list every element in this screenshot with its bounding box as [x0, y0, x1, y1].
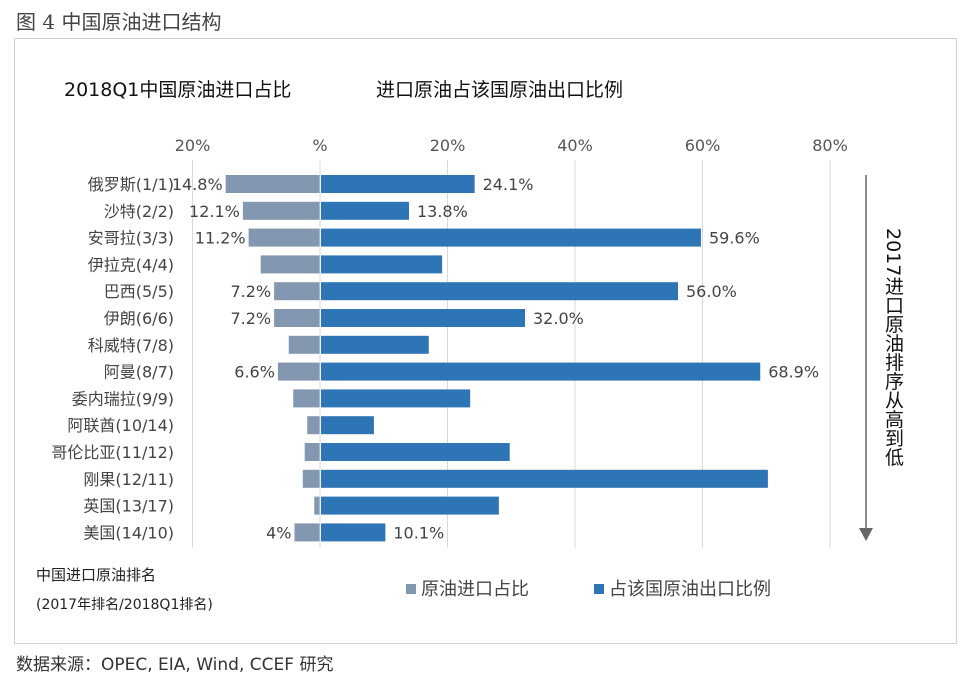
export-share-bar [321, 416, 374, 435]
import-share-label: 7.2% [230, 309, 271, 328]
export-share-bar [321, 201, 409, 220]
category-note: 中国进口原油排名 [36, 566, 156, 584]
category-label: 伊朗(6/6) [104, 309, 174, 328]
import-share-bar [288, 335, 320, 354]
import-share-bar [260, 255, 320, 274]
import-share-bar [293, 389, 320, 408]
export-share-bar [321, 309, 525, 327]
category-label: 阿曼(8/7) [104, 363, 174, 382]
legend-swatch-import [406, 584, 416, 594]
legend-import: 原油进口占比 [421, 579, 529, 600]
export-share-label: 56.0% [686, 282, 737, 301]
import-share-label: 12.1% [189, 202, 240, 221]
export-share-bar [321, 335, 429, 354]
x-tick-label: 40% [557, 136, 593, 155]
import-share-label: 6.6% [234, 363, 275, 382]
export-share-bar [321, 389, 471, 408]
x-tick-label: 60% [685, 136, 721, 155]
import-share-bar [294, 523, 320, 542]
x-tick-label: % [312, 136, 327, 155]
arrow-label: 2017进口原油排序从高到低 [882, 228, 904, 466]
import-share-label: 7.2% [230, 282, 271, 301]
right-title: 进口原油占该国原油出口比例 [376, 79, 623, 101]
import-share-bar [274, 309, 320, 327]
category-label: 刚果(12/11) [83, 470, 174, 489]
data-source: 数据来源：OPEC, EIA, Wind, CCEF 研究 [16, 655, 334, 675]
export-share-bar [321, 523, 386, 542]
category-label: 科威特(7/8) [88, 336, 174, 355]
figure-title: 图 4 中国原油进口结构 [16, 10, 222, 34]
category-label: 巴西(5/5) [104, 282, 174, 301]
export-share-bar [321, 175, 475, 193]
category-label: 安哥拉(3/3) [88, 229, 174, 248]
import-share-bar [307, 416, 320, 435]
left-title: 2018Q1中国原油进口占比 [64, 79, 291, 101]
export-share-bar [321, 255, 443, 274]
export-share-bar [321, 362, 761, 381]
legend-swatch-export [594, 584, 604, 594]
import-share-bar [274, 282, 320, 301]
category-label: 哥伦比亚(11/12) [51, 443, 174, 462]
category-note-sub: (2017年排名/2018Q1排名) [36, 597, 213, 613]
x-tick-label: 80% [812, 136, 848, 155]
export-share-bar [321, 496, 499, 515]
import-share-bar [277, 362, 320, 381]
category-label: 沙特(2/2) [104, 202, 174, 221]
import-share-label: 11.2% [195, 229, 246, 248]
import-share-bar [225, 175, 320, 193]
import-share-label: 14.8% [172, 175, 223, 194]
export-share-label: 24.1% [483, 175, 534, 194]
export-share-bar [321, 443, 510, 461]
category-label: 英国(13/17) [83, 497, 174, 516]
category-label: 伊拉克(4/4) [88, 255, 174, 274]
import-share-bar [248, 228, 320, 247]
export-share-label: 13.8% [417, 202, 468, 221]
import-share-bar [304, 443, 320, 461]
export-share-label: 68.9% [768, 363, 819, 382]
export-share-label: 32.0% [533, 309, 584, 328]
import-share-bar [302, 469, 320, 488]
x-tick-label: 20% [175, 136, 211, 155]
arrow-down-icon [859, 528, 873, 541]
category-label: 美国(14/10) [83, 523, 174, 542]
export-share-bar [321, 469, 768, 488]
export-share-bar [321, 282, 678, 301]
chart-frame [14, 38, 957, 644]
category-label: 阿联酋(10/14) [67, 416, 174, 435]
x-tick-label: 20% [430, 136, 466, 155]
import-share-bar [314, 496, 320, 515]
import-share-bar [242, 201, 320, 220]
category-label: 俄罗斯(1/1) [88, 175, 174, 194]
import-share-label: 4% [266, 523, 291, 542]
export-share-bar [321, 228, 701, 247]
legend-export: 占该国原油出口比例 [609, 579, 771, 600]
category-label: 委内瑞拉(9/9) [72, 389, 174, 408]
export-share-label: 10.1% [393, 523, 444, 542]
export-share-label: 59.6% [709, 229, 760, 248]
